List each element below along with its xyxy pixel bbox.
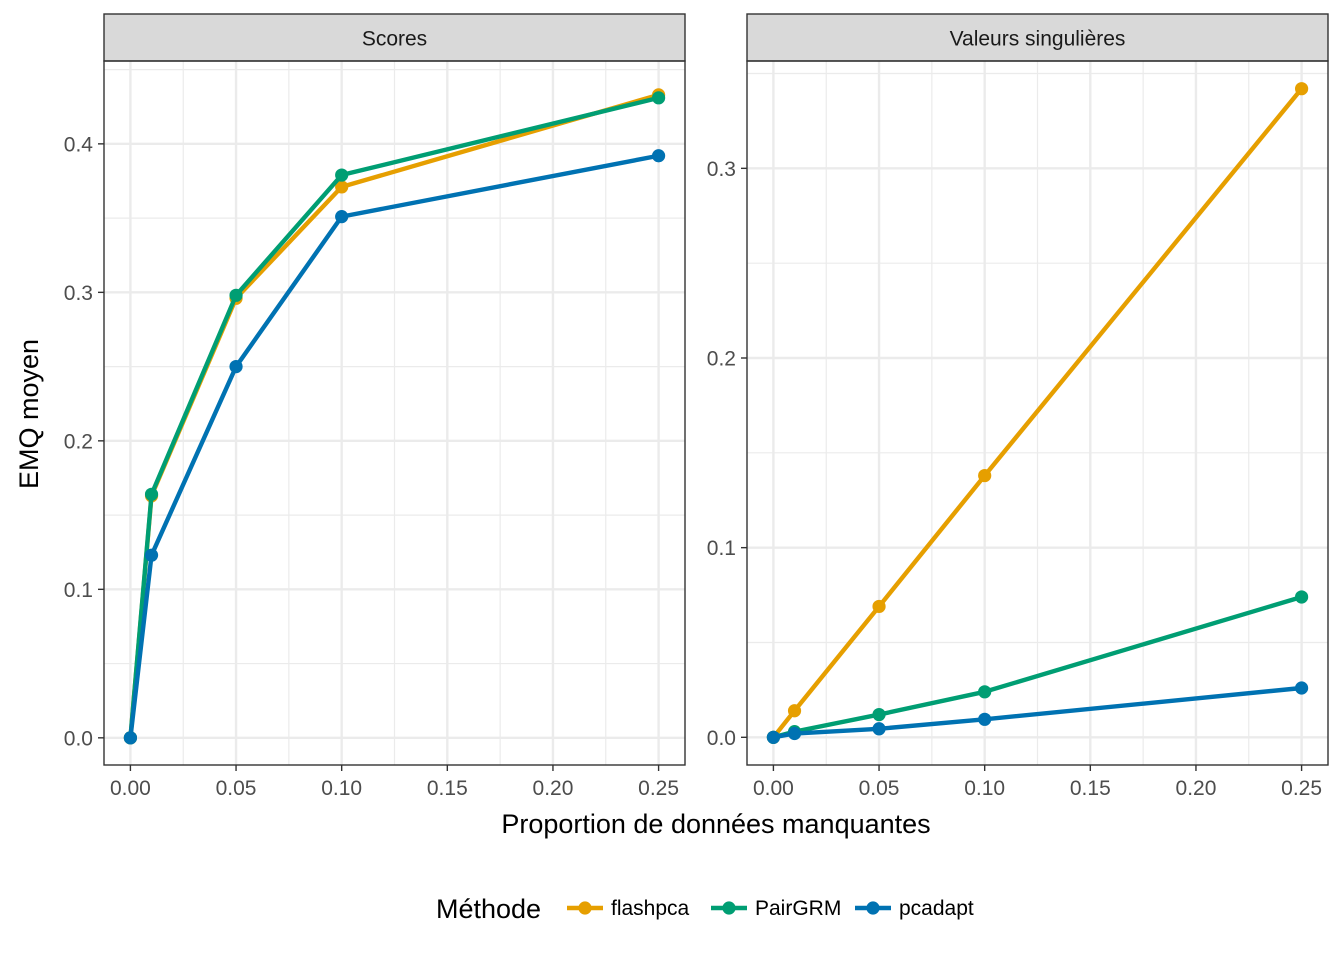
legend-entry-flashpca: flashpca xyxy=(567,897,690,920)
x-tick-label: 0.15 xyxy=(427,777,468,800)
legend-entry-pcadapt: pcadapt xyxy=(855,897,974,920)
panel-1: Scores 0.00 0.05 0.10 0.15 0.20 0.25 0.0 0.1 0.2 0… xyxy=(64,13,686,800)
data-point-PairGRM xyxy=(978,685,992,699)
data-point-pcadapt xyxy=(229,359,243,374)
x-tick-label: 0.10 xyxy=(964,777,1005,800)
legend-key-point xyxy=(578,901,592,915)
y-tick-label: 0.0 xyxy=(64,727,93,750)
data-point-PairGRM xyxy=(651,91,666,105)
data-point-pcadapt xyxy=(978,712,992,726)
legend: Méthode flashpca PairGRM pcadapt xyxy=(436,894,974,924)
panel-2: Valeurs singulières 0.00 0.05 0.10 0.15 0.20 0… xyxy=(707,13,1329,800)
data-point-pcadapt xyxy=(335,210,349,224)
legend-title: Méthode xyxy=(436,894,541,924)
panel-border xyxy=(103,60,686,766)
data-point-flashpca xyxy=(335,180,349,194)
facet-strip xyxy=(103,13,686,62)
data-point-pcadapt xyxy=(787,726,802,741)
data-point-pcadapt xyxy=(1294,681,1309,695)
data-point-pcadapt xyxy=(123,731,138,745)
x-tick-label: 0.10 xyxy=(321,777,362,800)
series-pcadapt xyxy=(766,681,1309,744)
y-tick-label: 0.2 xyxy=(64,430,93,453)
data-point-flashpca xyxy=(787,704,802,718)
legend-key-point xyxy=(722,901,736,915)
data-point-flashpca xyxy=(978,468,992,483)
x-tick-label: 0.05 xyxy=(216,777,257,800)
panel-border xyxy=(746,60,1329,766)
legend-label: flashpca xyxy=(611,897,690,920)
data-point-pcadapt xyxy=(651,149,666,163)
y-tick-label: 0.1 xyxy=(64,579,93,602)
y-tick-label: 0.1 xyxy=(707,537,736,560)
series-pcadapt xyxy=(123,149,666,745)
y-axis-title: EMQ moyen xyxy=(14,339,44,489)
y-tick-label: 0.3 xyxy=(707,158,736,181)
data-point-pcadapt xyxy=(766,730,781,744)
x-axis-title: Proportion de données manquantes xyxy=(501,809,930,839)
data-point-PairGRM xyxy=(1294,590,1309,604)
data-point-flashpca xyxy=(1294,82,1309,96)
data-point-PairGRM xyxy=(144,487,159,501)
y-tick-label: 0.4 xyxy=(64,133,94,156)
data-point-pcadapt xyxy=(872,722,886,736)
facet-strip-label: Valeurs singulières xyxy=(950,28,1126,51)
x-tick-label: 0.00 xyxy=(110,777,151,800)
legend-label: PairGRM xyxy=(755,897,841,920)
data-point-PairGRM xyxy=(872,707,886,722)
x-tick-label: 0.15 xyxy=(1070,777,1111,800)
facet-strip-label: Scores xyxy=(362,28,427,51)
y-tick-label: 0.0 xyxy=(707,727,736,750)
legend-label: pcadapt xyxy=(899,897,974,920)
legend-entry-PairGRM: PairGRM xyxy=(711,897,841,920)
x-tick-label: 0.25 xyxy=(638,777,679,800)
y-tick-label: 0.3 xyxy=(64,282,93,305)
data-point-flashpca xyxy=(872,599,886,614)
x-tick-label: 0.20 xyxy=(1176,777,1217,800)
x-tick-label: 0.00 xyxy=(753,777,794,800)
data-point-PairGRM xyxy=(229,288,243,302)
data-point-pcadapt xyxy=(144,548,159,562)
y-tick-label: 0.2 xyxy=(707,348,736,371)
x-tick-label: 0.05 xyxy=(859,777,900,800)
x-tick-label: 0.25 xyxy=(1281,777,1322,800)
legend-key-point xyxy=(866,901,880,915)
x-tick-label: 0.20 xyxy=(533,777,574,800)
data-point-PairGRM xyxy=(335,168,349,182)
